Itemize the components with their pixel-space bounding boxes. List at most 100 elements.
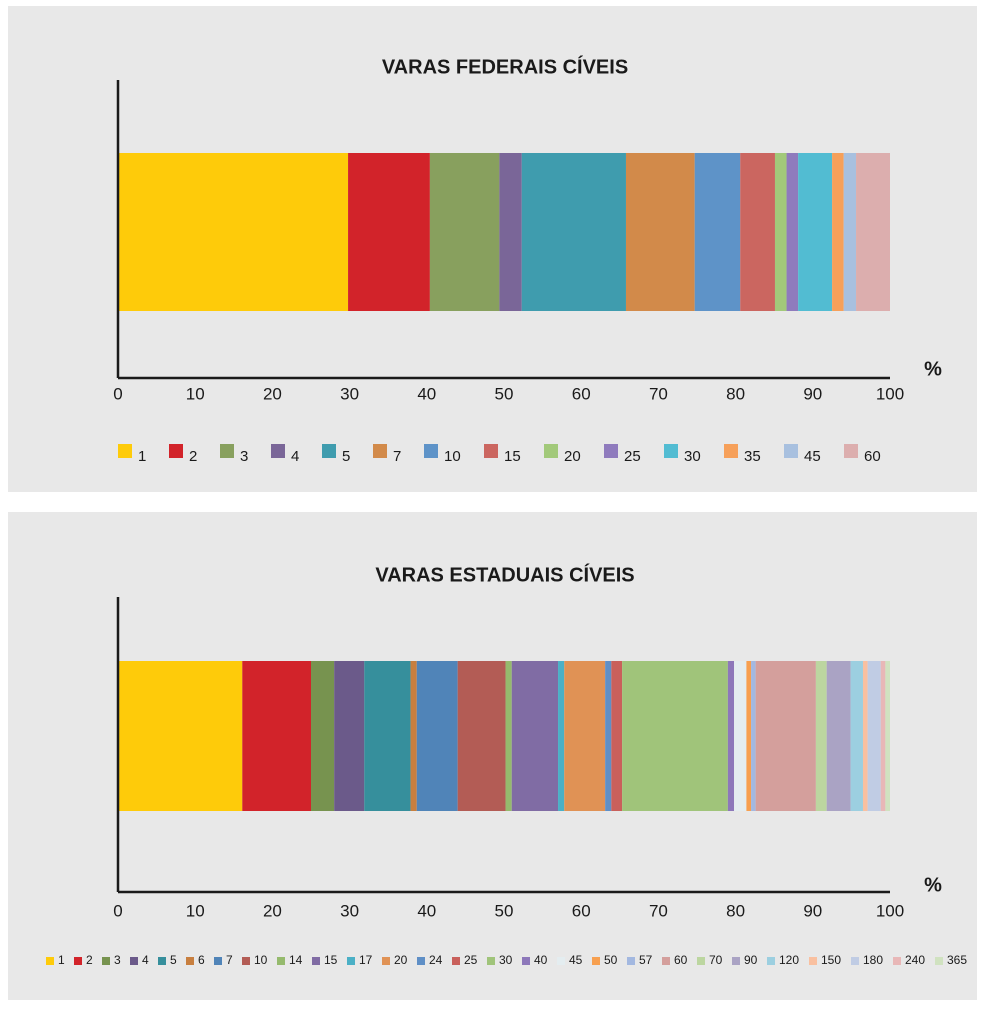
bar-segment xyxy=(832,153,844,311)
legend-label: 24 xyxy=(429,953,443,967)
legend-label: 3 xyxy=(114,953,121,967)
legend-swatch xyxy=(604,444,618,458)
legend-swatch xyxy=(277,957,285,965)
legend-label: 1 xyxy=(138,448,146,465)
legend-swatch xyxy=(592,957,600,965)
bar-segment xyxy=(856,153,890,311)
bar-segment xyxy=(429,153,500,311)
legend-swatch xyxy=(373,444,387,458)
legend-label: 15 xyxy=(324,953,338,967)
legend-swatch xyxy=(169,444,183,458)
bar-segment xyxy=(499,153,522,311)
legend-swatch xyxy=(724,444,738,458)
legend-label: 25 xyxy=(464,953,478,967)
legend-swatch xyxy=(697,957,705,965)
legend-swatch xyxy=(784,444,798,458)
legend-swatch xyxy=(522,957,530,965)
x-tick-label: 80 xyxy=(726,384,745,403)
bar-segment xyxy=(558,661,565,811)
legend-label: 50 xyxy=(604,953,618,967)
legend-swatch xyxy=(46,957,54,965)
bar-segment xyxy=(605,661,612,811)
bar-segment xyxy=(416,661,458,811)
legend-swatch xyxy=(544,444,558,458)
legend-swatch xyxy=(844,444,858,458)
bar-segment xyxy=(118,661,243,811)
legend-swatch xyxy=(627,957,635,965)
x-tick-label: 50 xyxy=(495,901,514,920)
legend-swatch xyxy=(452,957,460,965)
bar-segment xyxy=(885,661,890,811)
legend-swatch xyxy=(186,957,194,965)
bar-segment xyxy=(625,153,695,311)
legend-label: 57 xyxy=(639,953,653,967)
legend-label: 45 xyxy=(569,953,583,967)
bar-segment xyxy=(740,153,775,311)
legend-label: 45 xyxy=(804,448,821,465)
x-tick-label: 20 xyxy=(263,384,282,403)
legend-label: 1 xyxy=(58,953,65,967)
legend-swatch xyxy=(242,957,250,965)
legend-label: 365 xyxy=(947,953,967,967)
x-tick-label: 40 xyxy=(417,384,436,403)
legend-label: 240 xyxy=(905,953,925,967)
bar-segment xyxy=(755,661,816,811)
legend-label: 30 xyxy=(684,448,701,465)
bar-segment xyxy=(521,153,626,311)
x-tick-label: 70 xyxy=(649,901,668,920)
legend-label: 180 xyxy=(863,953,883,967)
legend-swatch xyxy=(214,957,222,965)
legend-label: 25 xyxy=(624,448,641,465)
legend-label: 3 xyxy=(240,448,248,465)
legend-label: 10 xyxy=(254,953,268,967)
x-tick-label: 10 xyxy=(186,901,205,920)
x-tick-label: 30 xyxy=(340,384,359,403)
legend-label: 5 xyxy=(170,953,177,967)
bar-segment xyxy=(880,661,886,811)
bar-segment xyxy=(410,661,417,811)
legend-swatch xyxy=(732,957,740,965)
x-tick-label: 30 xyxy=(340,901,359,920)
legend-label: 90 xyxy=(744,953,758,967)
legend-label: 2 xyxy=(86,953,93,967)
legend-swatch xyxy=(102,957,110,965)
legend-label: 120 xyxy=(779,953,799,967)
bar-segment xyxy=(564,661,606,811)
bar-segment xyxy=(815,661,827,811)
legend-label: 7 xyxy=(393,448,401,465)
legend-label: 5 xyxy=(342,448,350,465)
bar-segment xyxy=(348,153,430,311)
bar-segment xyxy=(751,661,756,811)
legend-label: 15 xyxy=(504,448,521,465)
x-tick-label: 60 xyxy=(572,901,591,920)
bar-segment xyxy=(311,661,335,811)
legend-label: 14 xyxy=(289,953,303,967)
legend-label: 60 xyxy=(864,448,881,465)
bar-segment xyxy=(118,153,349,311)
bar-segment xyxy=(505,661,512,811)
bar-segment xyxy=(867,661,881,811)
legend-swatch xyxy=(664,444,678,458)
legend-swatch xyxy=(424,444,438,458)
legend-label: 30 xyxy=(499,953,513,967)
legend-label: 35 xyxy=(744,448,761,465)
legend-label: 17 xyxy=(359,953,373,967)
legend-swatch xyxy=(767,957,775,965)
bar-segment xyxy=(862,661,868,811)
legend-label: 20 xyxy=(564,448,581,465)
legend-label: 4 xyxy=(142,953,149,967)
chart-title: VARAS ESTADUAIS CÍVEIS xyxy=(375,563,634,586)
bar-segment xyxy=(457,661,506,811)
x-tick-label: 0 xyxy=(113,901,122,920)
legend-label: 6 xyxy=(198,953,205,967)
legend-label: 70 xyxy=(709,953,723,967)
x-axis-label: % xyxy=(924,358,942,380)
x-tick-label: 20 xyxy=(263,901,282,920)
legend-swatch xyxy=(662,957,670,965)
chart-title: VARAS FEDERAIS CÍVEIS xyxy=(382,55,628,78)
legend-swatch xyxy=(322,444,336,458)
legend-label: 4 xyxy=(291,448,299,465)
legend-swatch xyxy=(893,957,901,965)
bar-segment xyxy=(622,661,728,811)
